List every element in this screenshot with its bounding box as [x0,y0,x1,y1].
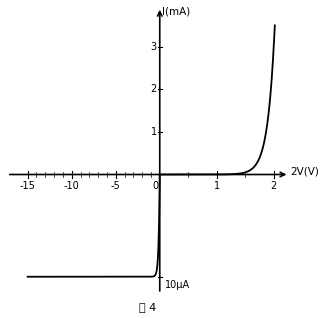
Text: -5: -5 [111,181,121,191]
Text: -15: -15 [20,181,36,191]
Text: 图 4: 图 4 [140,302,157,312]
Text: I(mA): I(mA) [162,7,190,17]
Text: 3: 3 [151,42,157,52]
Text: 10μA: 10μA [165,280,190,290]
Text: 1: 1 [214,181,220,191]
Text: 2: 2 [271,181,277,191]
Text: 0: 0 [152,181,158,191]
Text: -10: -10 [64,181,80,191]
Text: 2V(V): 2V(V) [290,167,319,177]
Text: 2: 2 [150,84,157,94]
Text: 1: 1 [151,127,157,137]
